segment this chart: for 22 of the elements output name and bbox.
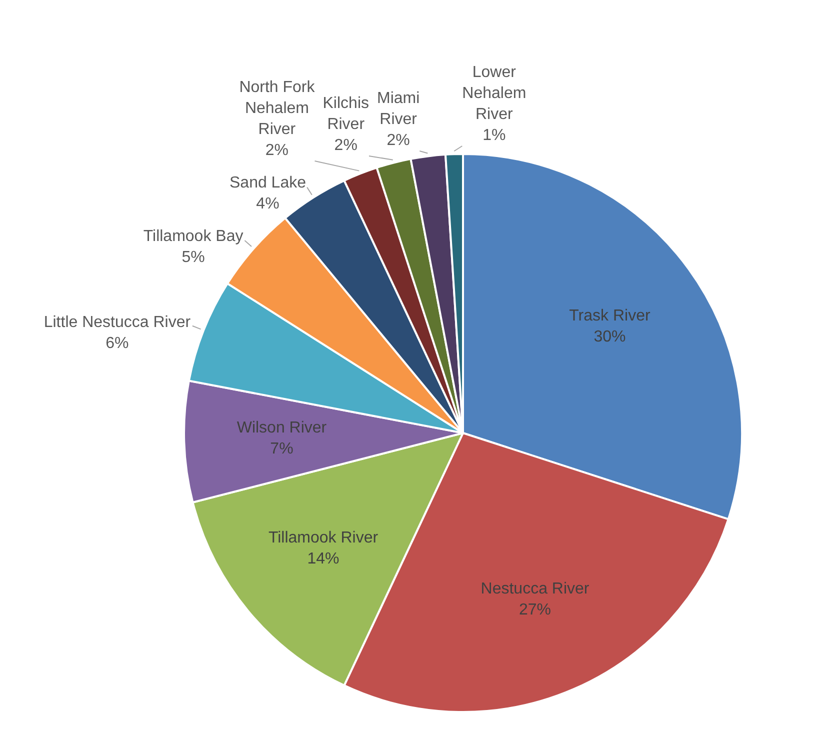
slice-label: North Fork Nehalem River — [239, 78, 316, 138]
data-label: 27% — [519, 601, 552, 618]
data-label: 14% — [307, 550, 340, 568]
data-label: 30% — [594, 328, 626, 346]
data-label: 4% — [256, 196, 280, 213]
data-label: 7% — [270, 440, 294, 458]
slice-label: Tillamook Bay — [143, 228, 244, 246]
slice-label: Tillamook River — [268, 530, 379, 547]
slice-label: Little Nestucca River — [44, 314, 192, 332]
data-label: 6% — [106, 335, 129, 352]
slice-label: Kilchis River — [322, 94, 369, 133]
slice-label: Sand Lake — [229, 174, 306, 192]
data-label: 5% — [182, 249, 205, 266]
data-label: 2% — [334, 136, 358, 154]
slice-label: Nestucca River — [480, 580, 590, 598]
slice-label: Lower Nehalem River — [462, 64, 526, 123]
data-label: 2% — [386, 132, 410, 149]
slice-label: Wilson River — [236, 420, 328, 437]
slice-label: Miami River — [376, 90, 420, 128]
data-label: 1% — [482, 126, 506, 144]
slice-label: Trask River — [569, 307, 651, 324]
data-label: 2% — [265, 142, 289, 159]
